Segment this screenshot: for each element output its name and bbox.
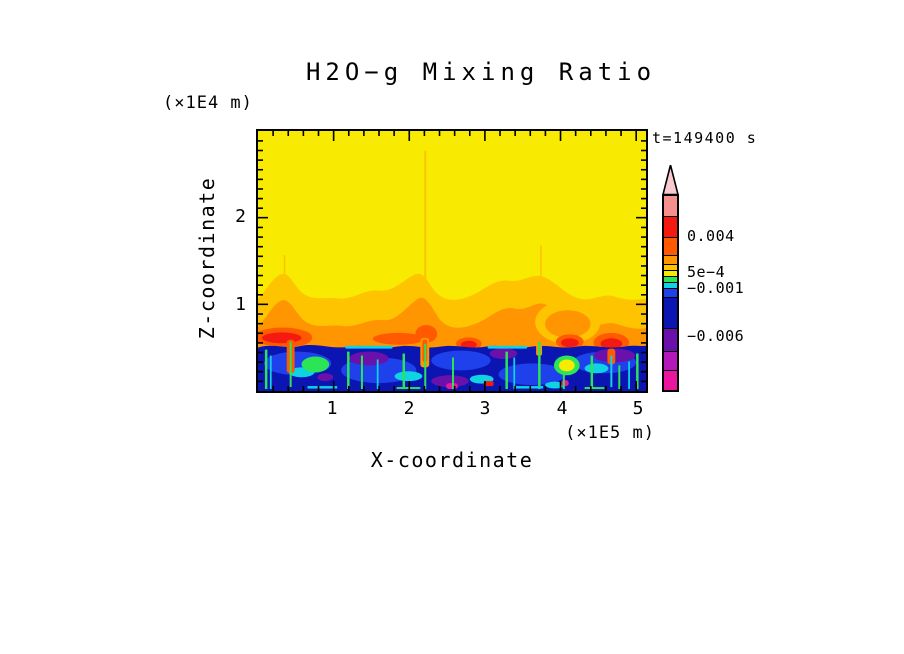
colorbar-segment-violet: [664, 351, 677, 370]
colorbar-segment-blue: [664, 288, 677, 297]
time-annotation: t=149400 s: [652, 129, 758, 147]
colorbar-label-n0006: −0.006: [687, 327, 745, 345]
colorbar-arrow-tip: [662, 165, 679, 195]
contour-field: [258, 131, 646, 391]
colorbar-label-0004: 0.004: [687, 227, 735, 245]
y-tick-label-2: 2: [235, 206, 246, 227]
colorbar-segment-orange: [664, 255, 677, 264]
x-tick-label-1: 1: [326, 398, 338, 419]
colorbar-segment-purple: [664, 328, 677, 351]
colorbar-label-n0001: −0.001: [687, 279, 745, 297]
y-axis-unit: (×1E4 m): [163, 93, 253, 113]
colorbar-segment-gold: [664, 264, 677, 270]
y-tick-label-1: 1: [235, 294, 246, 315]
colorbar-segment-red: [664, 216, 677, 237]
x-tick-label-2: 2: [403, 398, 415, 419]
x-axis-unit: (×1E5 m): [565, 423, 655, 443]
colorbar-segment-green: [664, 276, 677, 282]
colorbar-segment-salmon: [664, 196, 677, 216]
x-tick-label-5: 5: [632, 398, 644, 419]
colorbar-segment-magenta: [664, 370, 677, 390]
x-axis-title: X-coordinate: [370, 448, 534, 472]
colorbar: [662, 194, 679, 392]
colorbar-segment-cyan: [664, 282, 677, 288]
colorbar-segment-yellow: [664, 270, 677, 276]
plot-area: [256, 129, 648, 393]
x-tick-label-4: 4: [556, 398, 568, 419]
colorbar-label-5e-4: 5e−4: [687, 263, 726, 281]
x-tick-label-3: 3: [479, 398, 491, 419]
y-axis-title: Z-coordinate: [195, 176, 219, 340]
axis-ticks: [258, 131, 646, 391]
colorbar-segment-navy: [664, 297, 677, 328]
colorbar-segment-orangered: [664, 237, 677, 255]
chart-title: H2O−g Mixing Ratio: [305, 58, 657, 86]
